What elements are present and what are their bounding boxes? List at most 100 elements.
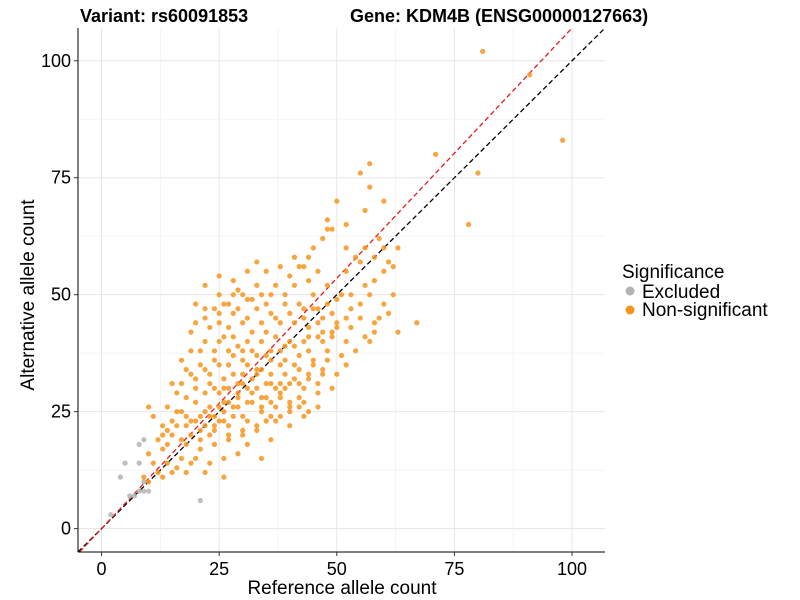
legend-label-non-significant: Non-significant xyxy=(642,300,768,321)
point-non-significant xyxy=(235,380,241,387)
point-non-significant xyxy=(244,268,250,274)
point-non-significant xyxy=(183,469,189,476)
point-non-significant xyxy=(433,151,439,157)
point-non-significant xyxy=(160,474,166,480)
point-non-significant xyxy=(277,264,283,270)
point-non-significant xyxy=(249,376,255,382)
point-non-significant xyxy=(287,423,293,429)
point-non-significant xyxy=(235,404,241,410)
point-non-significant xyxy=(216,292,222,298)
point-non-significant xyxy=(211,306,218,312)
chart-title-gene: Gene: KDM4B (ENSG00000127663) xyxy=(350,6,648,26)
point-non-significant xyxy=(235,395,241,401)
point-non-significant xyxy=(221,301,227,307)
point-excluded xyxy=(136,441,142,447)
point-non-significant xyxy=(169,432,175,438)
point-non-significant xyxy=(343,362,349,368)
point-non-significant xyxy=(240,427,246,433)
point-non-significant xyxy=(268,357,274,363)
point-non-significant xyxy=(343,338,349,345)
point-non-significant xyxy=(202,315,208,321)
point-non-significant xyxy=(225,362,232,368)
point-non-significant xyxy=(197,413,203,419)
point-non-significant xyxy=(301,306,307,312)
point-non-significant xyxy=(230,334,236,340)
point-non-significant xyxy=(216,362,222,368)
x-tick-label: 100 xyxy=(557,559,587,579)
point-non-significant xyxy=(362,245,368,251)
point-non-significant xyxy=(305,376,312,382)
point-non-significant xyxy=(277,380,283,387)
point-non-significant xyxy=(197,348,203,354)
point-non-significant xyxy=(301,264,307,270)
point-non-significant xyxy=(169,469,175,476)
point-non-significant xyxy=(174,390,180,396)
point-non-significant xyxy=(287,380,293,387)
point-non-significant xyxy=(211,348,218,354)
point-non-significant xyxy=(216,390,222,396)
point-non-significant xyxy=(244,338,250,345)
point-non-significant xyxy=(357,301,363,307)
point-non-significant xyxy=(263,380,269,387)
point-excluded xyxy=(141,437,147,443)
point-non-significant xyxy=(197,427,203,433)
point-non-significant xyxy=(240,371,246,377)
point-non-significant xyxy=(282,292,288,298)
point-non-significant xyxy=(357,170,363,176)
y-axis-title: Alternative allele count xyxy=(18,199,39,391)
point-non-significant xyxy=(240,413,246,419)
point-non-significant xyxy=(207,380,213,387)
point-non-significant xyxy=(315,306,321,312)
point-non-significant xyxy=(188,418,194,424)
point-non-significant xyxy=(240,320,246,326)
point-non-significant xyxy=(244,441,250,447)
point-non-significant xyxy=(225,301,232,307)
point-non-significant xyxy=(174,423,180,429)
point-non-significant xyxy=(254,259,260,265)
point-non-significant xyxy=(310,357,316,363)
point-non-significant xyxy=(207,404,213,410)
point-non-significant xyxy=(324,357,330,363)
point-non-significant xyxy=(202,409,208,415)
point-non-significant xyxy=(381,245,387,251)
point-non-significant xyxy=(268,310,274,316)
point-non-significant xyxy=(305,324,312,331)
point-non-significant xyxy=(235,343,241,349)
point-non-significant xyxy=(296,404,302,410)
point-non-significant xyxy=(282,301,288,307)
point-excluded xyxy=(141,479,147,485)
point-excluded xyxy=(127,493,133,499)
point-non-significant xyxy=(287,399,293,405)
point-non-significant xyxy=(334,296,340,302)
axes xyxy=(74,28,605,556)
point-non-significant xyxy=(324,282,330,288)
point-non-significant xyxy=(324,348,330,354)
point-non-significant xyxy=(230,310,236,316)
point-non-significant xyxy=(263,418,269,424)
point-non-significant xyxy=(277,320,283,326)
point-non-significant xyxy=(155,437,161,443)
point-non-significant xyxy=(367,338,373,345)
point-non-significant xyxy=(160,432,166,438)
point-non-significant xyxy=(371,329,378,335)
point-non-significant xyxy=(183,413,189,419)
point-non-significant xyxy=(329,334,335,340)
point-non-significant xyxy=(193,455,199,462)
point-non-significant xyxy=(320,371,326,377)
point-non-significant xyxy=(235,451,241,457)
point-non-significant xyxy=(258,320,265,326)
point-non-significant xyxy=(296,301,302,307)
point-non-significant xyxy=(244,385,250,391)
point-non-significant xyxy=(305,334,312,340)
point-non-significant xyxy=(273,385,279,391)
point-non-significant xyxy=(268,437,274,443)
point-non-significant xyxy=(230,413,236,419)
point-non-significant xyxy=(193,399,199,405)
point-non-significant xyxy=(273,334,279,340)
legend: Significance Excluded Non-significant xyxy=(622,262,768,321)
point-non-significant xyxy=(160,423,166,429)
point-non-significant xyxy=(296,352,302,359)
point-non-significant xyxy=(216,338,222,345)
point-non-significant xyxy=(362,282,368,288)
point-non-significant xyxy=(207,371,213,377)
